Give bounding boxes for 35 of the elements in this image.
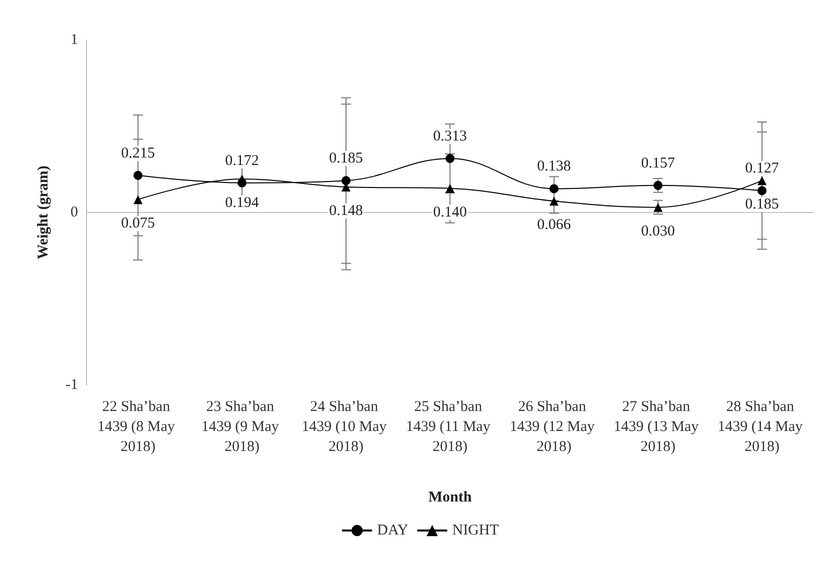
point — [446, 154, 454, 164]
point — [758, 186, 766, 196]
x-tick-label: 24 Sha’ban 1439 (10 May 2018) — [302, 399, 390, 455]
y-tick-label: -1 — [66, 377, 78, 393]
legend-label: NIGHT — [452, 522, 499, 538]
data-label: 0.215 — [121, 145, 155, 162]
data-label: 0.075 — [121, 216, 155, 232]
data-label: 0.185 — [329, 150, 363, 167]
point — [342, 176, 350, 186]
legend-label: DAY — [377, 522, 408, 538]
x-axis-title: Month — [428, 490, 472, 506]
data-label: 0.185 — [745, 196, 779, 213]
point — [134, 170, 142, 180]
y-tick-label: 1 — [70, 32, 78, 48]
point — [134, 195, 142, 204]
x-tick-label: 25 Sha’ban 1439 (11 May 2018) — [406, 399, 494, 455]
y-axis-title: Weight (gram) — [36, 166, 52, 260]
data-label: 0.172 — [225, 152, 259, 169]
x-tick-label: 27 Sha’ban 1439 (13 May 2018) — [614, 399, 702, 455]
x-tick-label: 23 Sha’ban 1439 (9 May 2018) — [201, 399, 283, 455]
data-label: 0.138 — [537, 158, 571, 175]
point — [446, 184, 454, 193]
data-label: 0.194 — [225, 195, 260, 212]
data-label: 0.066 — [537, 217, 572, 234]
x-tick-label: 26 Sha’ban 1439 (12 May 2018) — [510, 399, 598, 455]
y-tick-label: 0 — [70, 204, 78, 220]
data-label: 0.140 — [433, 204, 467, 220]
x-tick-label: 22 Sha’ban 1439 (8 May 2018) — [97, 399, 179, 455]
x-tick-label: 28 Sha’ban 1439 (14 May 2018) — [718, 399, 806, 455]
data-label: 0.313 — [433, 128, 467, 145]
point — [758, 176, 766, 186]
data-label: 0.127 — [745, 160, 780, 177]
data-label: 0.030 — [641, 223, 675, 240]
data-label: 0.148 — [329, 202, 363, 219]
data-label: 0.157 — [641, 155, 676, 172]
